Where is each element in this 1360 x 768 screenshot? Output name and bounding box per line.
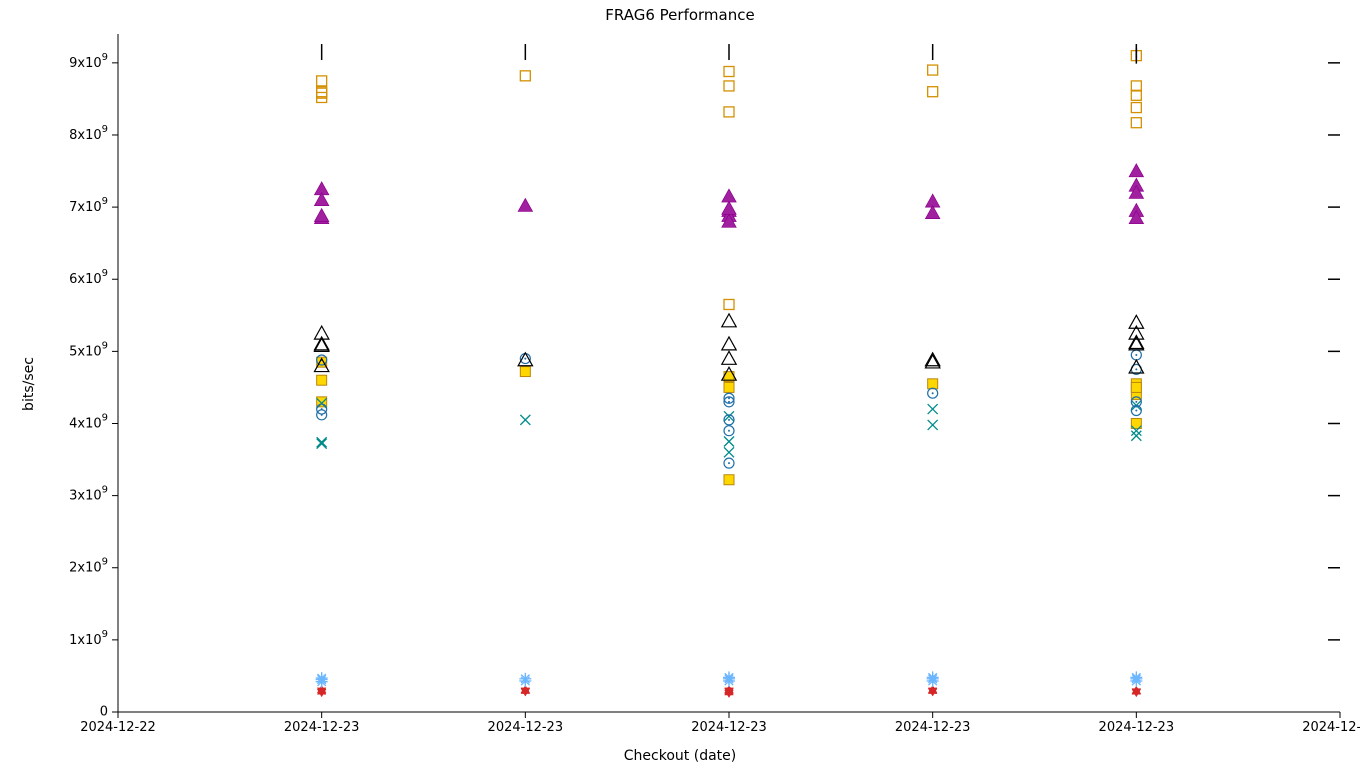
series-skyblue-asterisk — [316, 671, 1143, 687]
series-black-open-triangle — [314, 314, 1143, 380]
svg-text:7x109: 7x109 — [69, 196, 108, 215]
chart-container: FRAG6 Performance bits/sec Checkout (dat… — [0, 0, 1360, 768]
series-black-impulse — [322, 44, 1137, 64]
svg-text:4x109: 4x109 — [69, 412, 108, 431]
svg-text:3x109: 3x109 — [69, 485, 108, 504]
svg-text:2024-12-23: 2024-12-23 — [1099, 720, 1175, 735]
chart-plot-area: 0 1x109 2x109 3x109 4x109 5x109 6x109 7x109 8x10… — [0, 0, 1360, 768]
svg-text:2024-12-23: 2024-12-23 — [284, 720, 360, 735]
svg-text:2024-12-23: 2024-12-23 — [895, 720, 971, 735]
svg-text:5x109: 5x109 — [69, 340, 108, 359]
svg-text:9x109: 9x109 — [69, 52, 108, 70]
svg-text:8x109: 8x109 — [69, 124, 108, 143]
series-purple-filled-triangle — [314, 164, 1143, 227]
svg-text:2024-12-23: 2024-12-23 — [488, 720, 564, 735]
svg-text:0: 0 — [100, 705, 108, 720]
svg-text:2024-12-23: 2024-12-23 — [691, 720, 767, 735]
svg-text:2024-12-23: 2024-12-23 — [1302, 720, 1360, 735]
svg-text:2x109: 2x109 — [69, 557, 108, 576]
svg-text:1x109: 1x109 — [69, 629, 108, 648]
svg-text:2024-12-22: 2024-12-22 — [80, 720, 156, 735]
series-red-star — [317, 685, 1140, 697]
series-yellow-filled-square — [317, 357, 1142, 485]
series-orange-open-square — [317, 51, 1142, 310]
svg-text:6x109: 6x109 — [69, 268, 108, 287]
